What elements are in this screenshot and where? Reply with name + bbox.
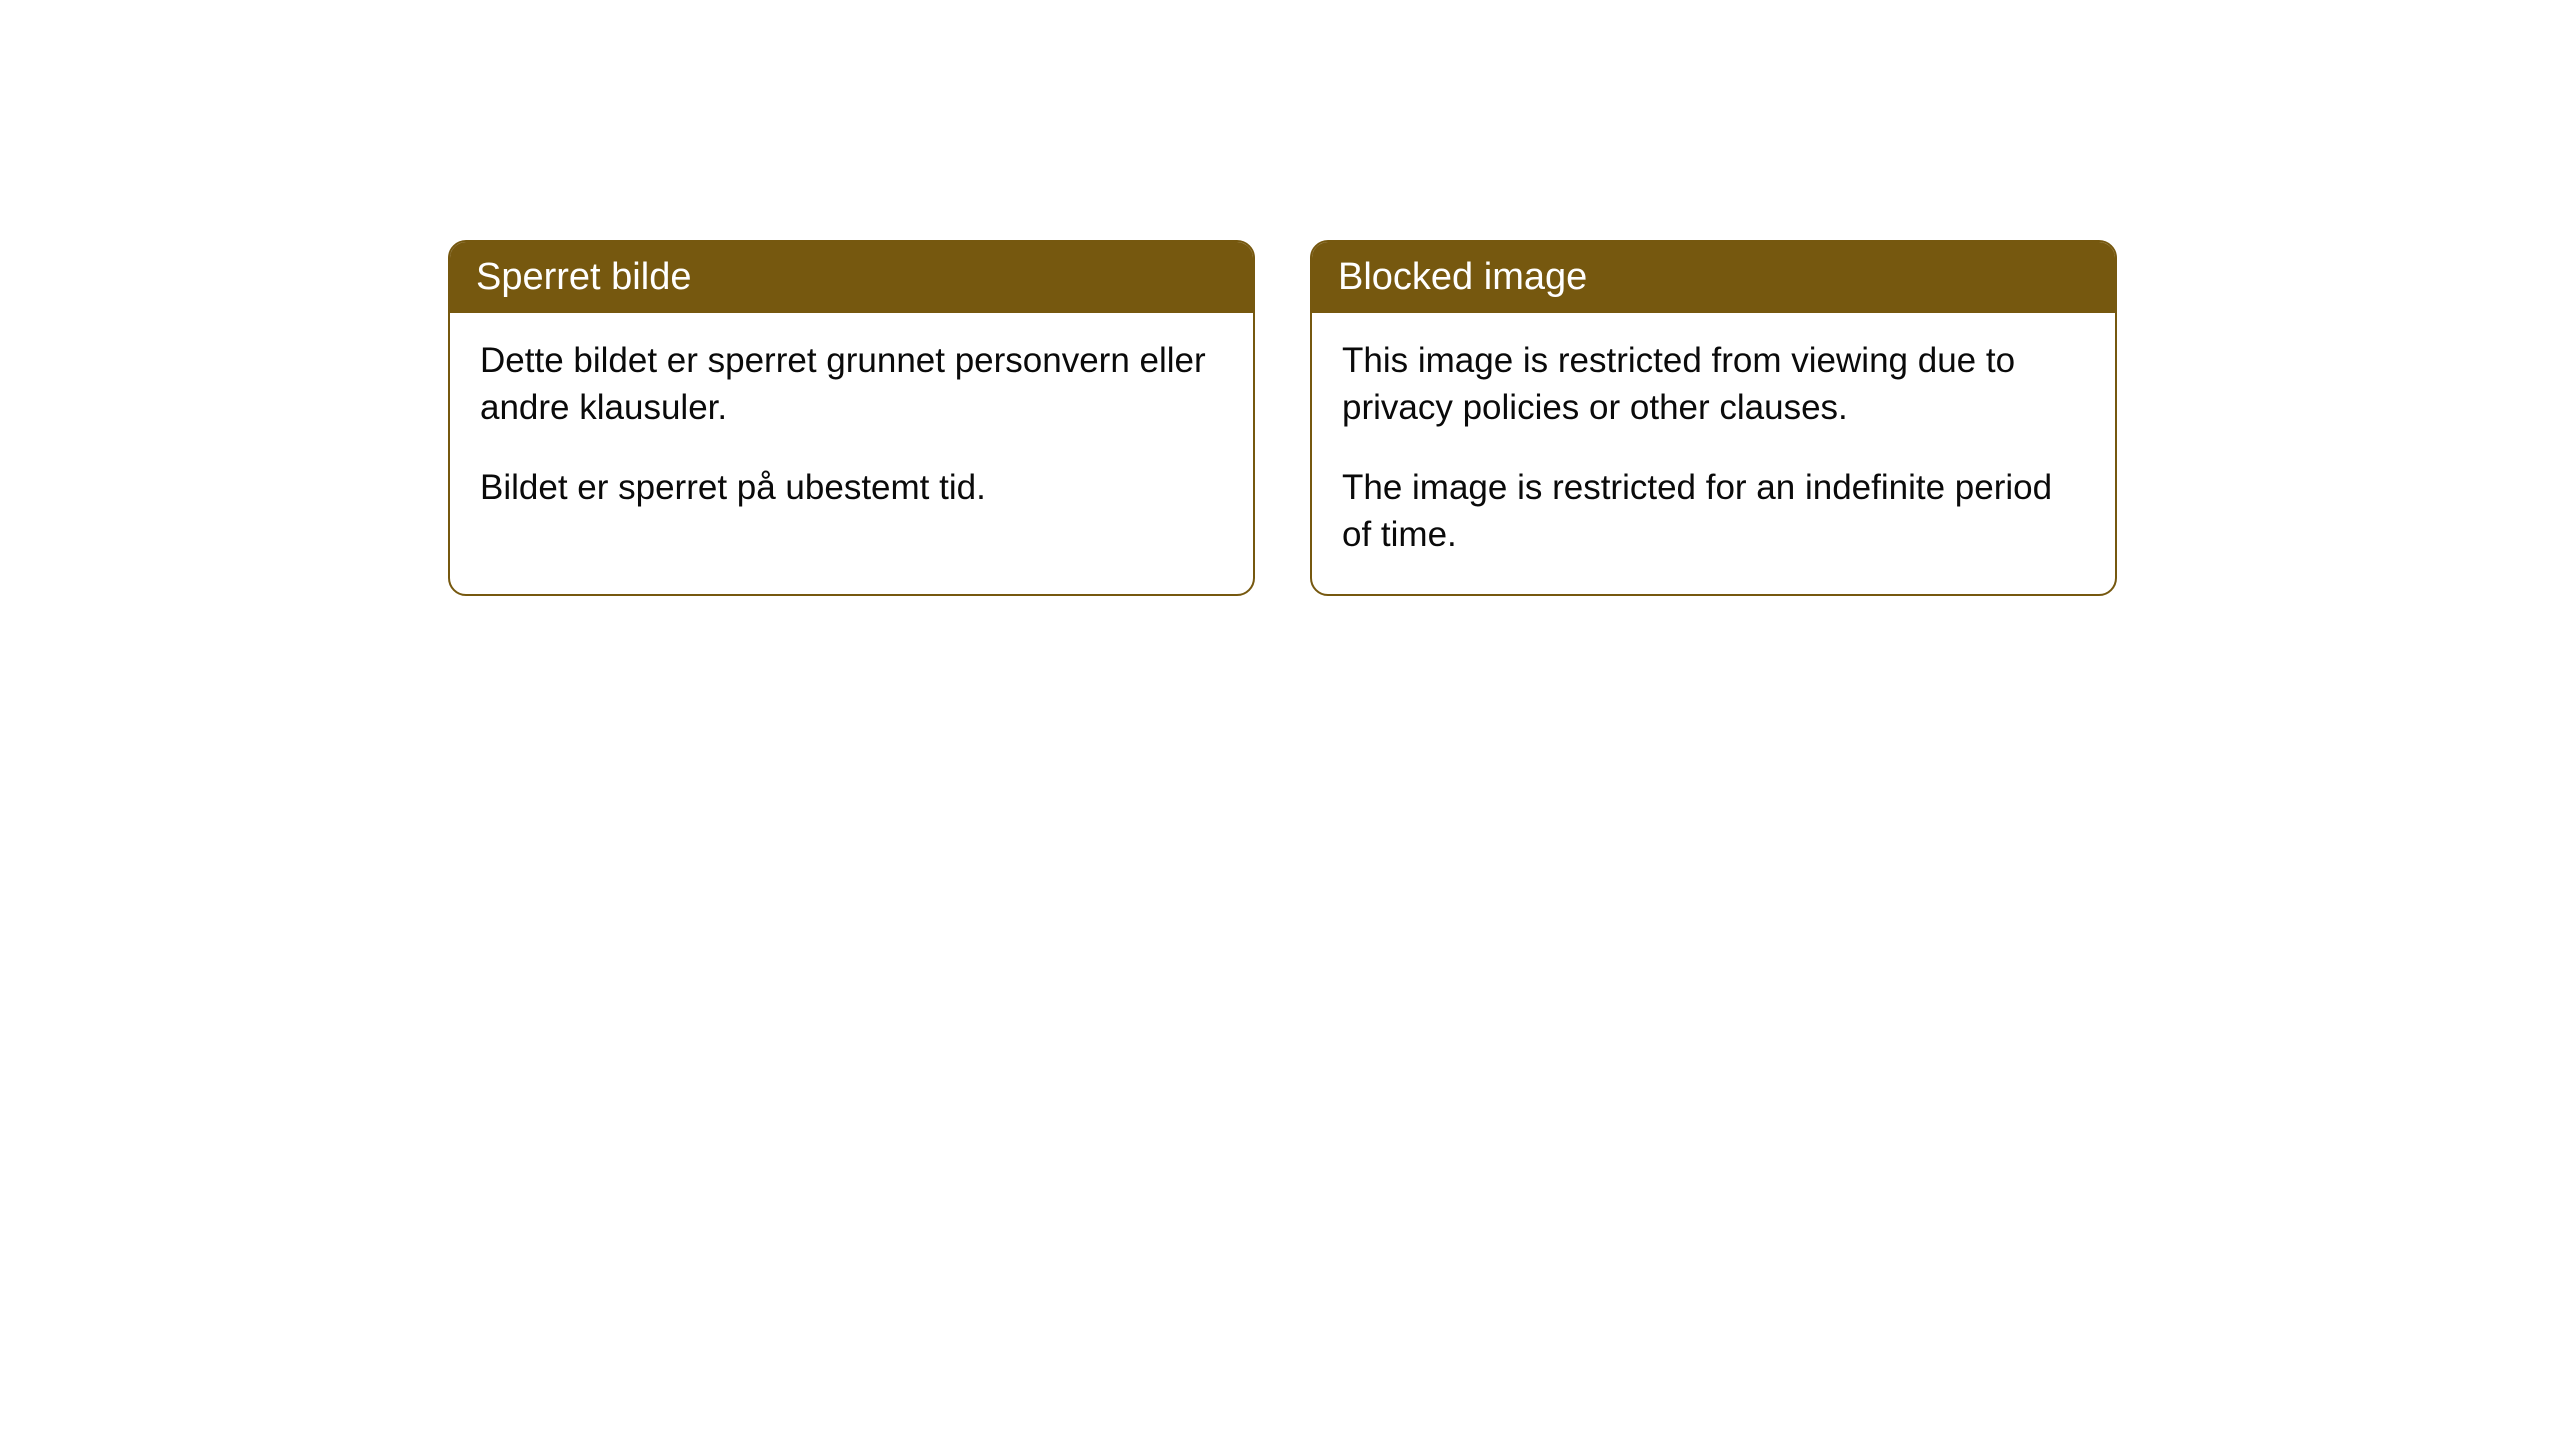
card-title: Sperret bilde: [476, 256, 691, 298]
blocked-image-card-english: Blocked image This image is restricted f…: [1310, 240, 2117, 596]
card-header: Sperret bilde: [450, 242, 1253, 313]
card-paragraph: Dette bildet er sperret grunnet personve…: [480, 337, 1223, 432]
card-header: Blocked image: [1312, 242, 2115, 313]
card-title: Blocked image: [1338, 256, 1587, 298]
notice-cards-container: Sperret bilde Dette bildet er sperret gr…: [448, 240, 2117, 596]
card-body: Dette bildet er sperret grunnet personve…: [450, 313, 1253, 547]
card-paragraph: Bildet er sperret på ubestemt tid.: [480, 464, 1223, 511]
blocked-image-card-norwegian: Sperret bilde Dette bildet er sperret gr…: [448, 240, 1255, 596]
card-paragraph: The image is restricted for an indefinit…: [1342, 464, 2085, 559]
card-paragraph: This image is restricted from viewing du…: [1342, 337, 2085, 432]
card-body: This image is restricted from viewing du…: [1312, 313, 2115, 594]
